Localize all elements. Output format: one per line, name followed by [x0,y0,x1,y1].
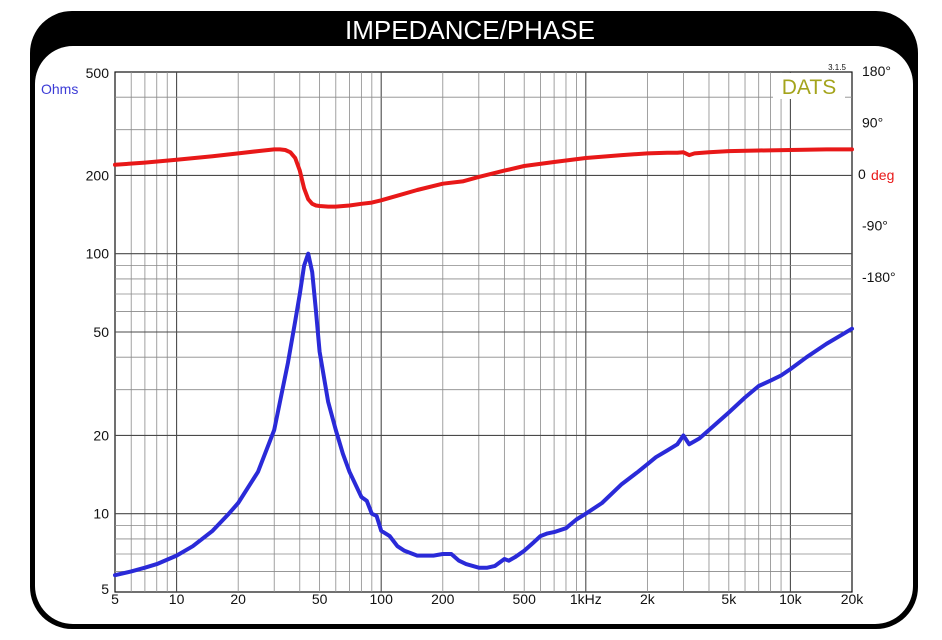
grid [115,72,852,592]
deg-axis-label: deg [871,167,894,183]
phase-tick-label: 0 [858,166,866,182]
x-tick-label: 100 [370,591,394,607]
phase-curve [113,147,854,209]
ohms-tick-label: 10 [93,506,109,522]
series-group [113,147,854,578]
x-tick-label: 200 [431,591,455,607]
x-tick-label: 10k [779,591,803,607]
phase-tick-label: -180° [862,269,896,285]
phase-tick-label: -90° [862,218,888,234]
chart-title: IMPEDANCE/PHASE [345,15,595,45]
ohms-axis-label: Ohms [41,81,78,97]
x-tick-label: 5k [721,591,737,607]
x-tick-label: 20k [841,591,865,607]
phase-axis-ticks: 180° 90° 0 -90° -180° [858,63,896,285]
x-tick-label: 1kHz [570,591,602,607]
dats-badge: DATS [782,76,836,99]
x-tick-label: 500 [513,591,537,607]
dats-badge-bg [773,73,845,99]
x-tick-label: 20 [230,591,246,607]
x-tick-label: 2k [640,591,656,607]
ohms-tick-label: 50 [93,324,109,340]
version-label: 3.1.5 [828,63,846,72]
x-tick-label: 5 [111,591,119,607]
impedance-curve [113,251,854,578]
ohms-tick-label: 100 [86,246,110,262]
ohms-tick-label: 5 [101,581,109,597]
phase-tick-label: 180° [862,63,891,79]
ohms-tick-label: 20 [93,427,109,443]
ohms-tick-label: 200 [86,167,110,183]
y-axis-ticks: 500 200 100 50 20 10 5 [86,65,110,597]
ohms-tick-label: 500 [86,65,110,81]
x-tick-label: 10 [169,591,185,607]
x-tick-label: 50 [312,591,328,607]
phase-tick-label: 90° [862,115,883,131]
x-axis-ticks: 5 10 20 50 100 200 500 1kHz 2k 5k 10k 20k [111,591,864,607]
